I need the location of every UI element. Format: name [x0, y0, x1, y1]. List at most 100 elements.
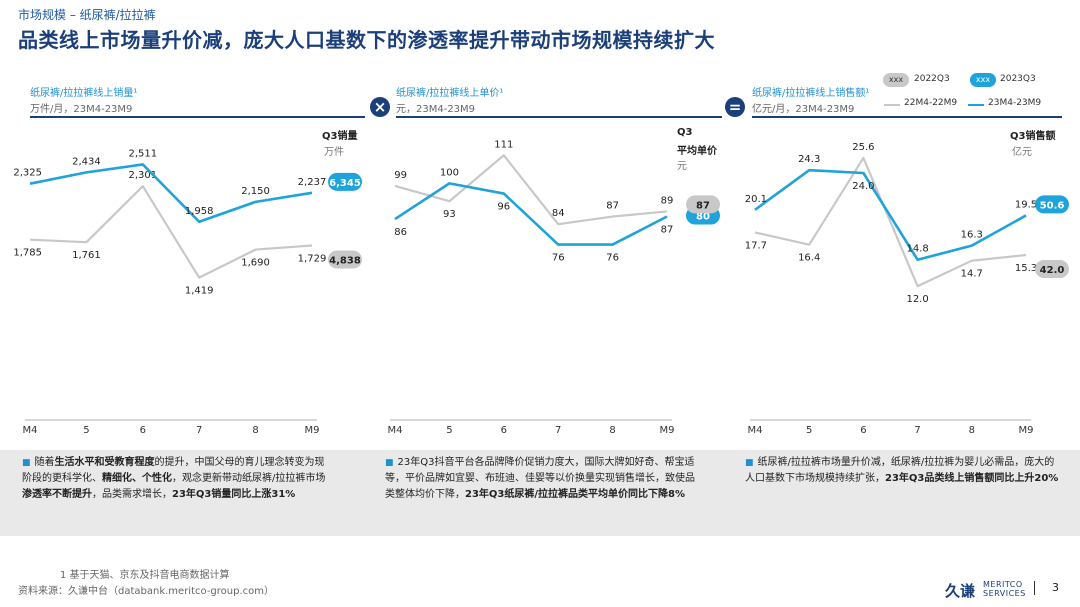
chart2-q3-pill-2022Q3 — [686, 195, 720, 214]
panel3-q3-label: Q3销售额 — [1010, 131, 1056, 142]
chart3-q3-value-2023Q3: 50.6 — [1040, 200, 1065, 211]
chart1-data-label-23: 2,511 — [128, 148, 157, 159]
chart1-q3-pill-2022Q3 — [328, 250, 362, 269]
bullet-1-text: 生活水平和受教育程度 — [54, 457, 155, 468]
panel3-heading: 纸尿裤/拉拉裤线上销售额¹ — [752, 88, 870, 99]
panel2-q3-label-2: 平均单价 — [677, 146, 717, 157]
bullet-1-text: 渗透率不断提升 — [22, 489, 92, 500]
breadcrumb: 市场规模 – 纸尿裤/拉拉裤 — [18, 8, 156, 22]
legend-line-22 — [884, 104, 900, 106]
chart3-tick-label: 5 — [806, 425, 812, 436]
chart1-q3-pill-2023Q3 — [328, 172, 362, 191]
chart3-data-label-23: 24.3 — [798, 154, 820, 165]
chart3-data-label-23: 19.5 — [1015, 199, 1037, 210]
charts-canvas: M4 5 6 7 8 M9 1,785 1,761 2,301 1,419 1,690 1,729 2,… — [13, 139, 1069, 436]
panel3-subheading: 亿元/月，23M4-23M9 — [752, 104, 855, 115]
logo-english-1: MERITCO — [983, 580, 1023, 589]
chart3-data-label-22: 15.3 — [1015, 263, 1037, 274]
chart2-data-label-22: 84 — [552, 208, 565, 219]
chart3-tick-label: 7 — [914, 425, 920, 436]
chart3-data-label-22: 16.4 — [798, 253, 820, 264]
legend-label-2022q3: 2022Q3 — [914, 74, 950, 84]
panel1-q3-unit: 万件 — [324, 147, 344, 158]
chart3-tick-label: M4 — [748, 425, 763, 436]
chart1-data-label-23: 2,325 — [13, 168, 42, 179]
chart2-data-label-22: 99 — [394, 170, 407, 181]
legend-label-23: 23M4-23M9 — [988, 98, 1042, 108]
chart1-data-label-22: 2,301 — [128, 170, 157, 181]
chart2-data-label-22: 89 — [661, 195, 674, 206]
legend-label-2023q3: 2023Q3 — [1000, 74, 1036, 84]
chart2-data-label-22: 93 — [443, 209, 456, 220]
chart3-data-label-22: 17.7 — [745, 240, 767, 251]
chart3-data-label-23: 14.8 — [906, 244, 928, 255]
source-note: 资料来源：久谦中台（databank.meritco-group.com） — [18, 586, 275, 597]
commentary-band — [0, 450, 1080, 536]
chart2-q3-value-2022Q3: 87 — [696, 200, 710, 211]
equals-icon: = — [725, 97, 745, 117]
bullet-1-text: 23年Q3销量同比上涨31% — [172, 489, 296, 500]
bullet-2-text: 23年Q3纸尿裤/拉拉裤品类平均单价同比下降8% — [465, 489, 686, 500]
chart2-series-23-line — [394, 182, 668, 246]
bullet-1: ■ 随着生活水平和受教育程度的提升，中国父母的育儿理念转变为现阶段的更科学化、精细… — [22, 457, 326, 500]
chart1-data-label-22: 1,729 — [298, 254, 327, 265]
legend-label-22: 22M4-22M9 — [904, 98, 958, 108]
chart2-tick-label: 7 — [555, 425, 561, 436]
bullet-2: ■ 23年Q3抖音平台各品牌降价促销力度大，国际大牌如好奇、帮宝适等，平价品牌如宜… — [385, 457, 695, 500]
chart1-data-label-23: 1,958 — [185, 206, 214, 217]
chart3-tick-label: 6 — [860, 425, 866, 436]
chart1-tick-label: M4 — [23, 425, 38, 436]
legend-line-23 — [968, 104, 984, 106]
legend-pill-2022q3: xxx — [883, 73, 909, 87]
chart2-series-22-line — [394, 154, 668, 226]
chart1-q3-value-2023Q3: 6,345 — [329, 178, 361, 189]
chart1-q3-value-2022Q3: 4,838 — [329, 256, 361, 267]
chart2-data-label-23: 87 — [661, 225, 674, 236]
multiply-icon: × — [370, 97, 390, 117]
chart1-data-label-23: 2,434 — [72, 156, 101, 167]
panel1-subheading: 万件/月，23M4-23M9 — [30, 104, 133, 115]
panel3-rule — [752, 116, 1062, 118]
chart1-tick-label: 6 — [140, 425, 146, 436]
panel1-heading: 纸尿裤/拉拉裤线上销量¹ — [30, 88, 138, 99]
chart2-tick-label: 6 — [501, 425, 507, 436]
logo-chinese: 久谦 — [945, 582, 976, 600]
panel1-q3-label: Q3销量 — [322, 131, 358, 142]
bullet-2-text: 23年Q3抖音平台各品牌降价促销力度大，国际大牌如好奇、帮宝适等，平价品牌如宜婴… — [385, 457, 695, 500]
legend-pill-2023q3: xxx — [970, 73, 996, 87]
chart2-q3-value-2023Q3: 80 — [696, 212, 710, 223]
chart3-q3-pill-2023Q3 — [1035, 195, 1069, 214]
chart3-series-22-line — [754, 156, 1027, 288]
chart1-series-22-line — [29, 185, 313, 279]
chart2-data-label-23: 100 — [440, 167, 459, 178]
panel2-rule — [396, 116, 722, 118]
page-number: 3 — [1052, 581, 1059, 594]
bullet-1-text: ，品类需求增长， — [92, 489, 172, 500]
panel2-q3-label: Q3 — [677, 127, 693, 138]
chart3-data-label-23: 20.1 — [745, 194, 767, 205]
logo-english-2: SERVICES — [983, 589, 1026, 598]
chart2-tick-label: 5 — [446, 425, 452, 436]
footer-divider — [1034, 581, 1035, 595]
bullet-3: ■ 纸尿裤/拉拉裤市场量升价减，纸尿裤/拉拉裤为婴儿必需品，庞大的人口基数下市场规… — [745, 457, 1059, 484]
chart3-data-label-22: 25.6 — [852, 142, 874, 153]
panel2-q3-unit: 元 — [677, 161, 687, 172]
chart1-tick-label: 5 — [83, 425, 89, 436]
chart3-q3-pill-2022Q3 — [1035, 260, 1069, 279]
chart2-tick-label: M9 — [660, 425, 675, 436]
chart1-tick-label: 8 — [252, 425, 258, 436]
chart3-tick-label: M9 — [1019, 425, 1034, 436]
bullet-3-text: 纸尿裤/拉拉裤市场量升价减，纸尿裤/拉拉裤为婴儿必需品，庞大的人口基数下市场规模… — [745, 457, 1055, 484]
bullet-1-text: 随着 — [34, 457, 55, 468]
chart1-tick-label: M9 — [305, 425, 320, 436]
chart1-data-label-22: 1,690 — [241, 258, 270, 269]
chart1-data-label-23: 2,237 — [298, 177, 327, 188]
chart2-data-label-22: 87 — [606, 201, 619, 212]
chart1-data-label-22: 1,761 — [72, 250, 101, 261]
chart3-data-label-23: 16.3 — [961, 230, 983, 241]
chart2-tick-label: 8 — [609, 425, 615, 436]
panel3-q3-unit: 亿元 — [1012, 147, 1032, 158]
chart3-data-label-23: 24.0 — [852, 181, 874, 192]
panel2-subheading: 元，23M4-23M9 — [396, 104, 476, 115]
chart3-series-23-line — [754, 168, 1027, 262]
